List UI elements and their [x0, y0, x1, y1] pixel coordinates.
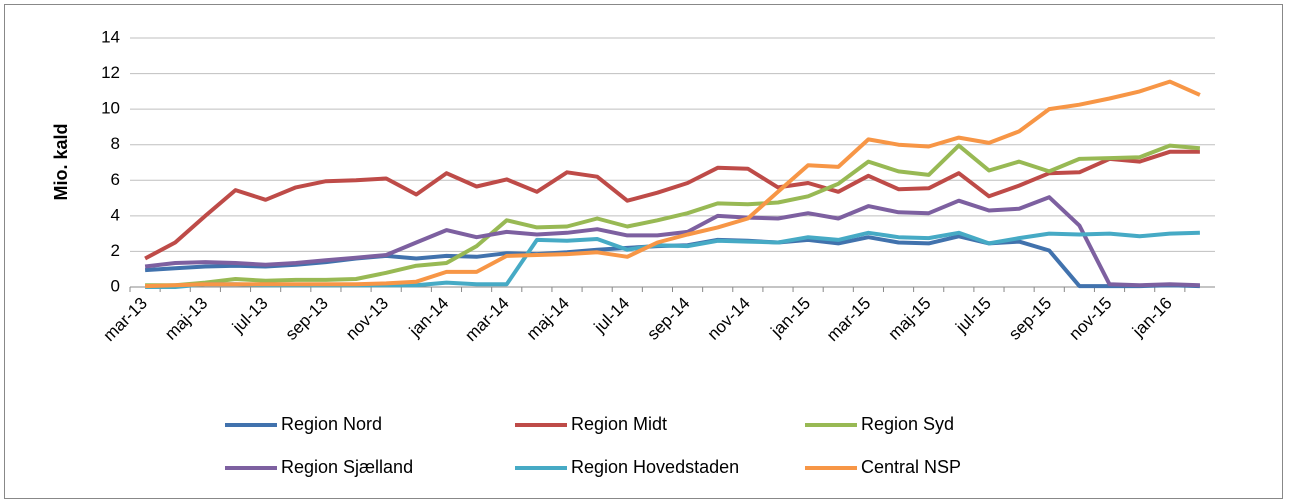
series-line	[144, 149, 1200, 261]
y-tick-label: 0	[111, 276, 120, 295]
y-tick-label: 12	[101, 63, 120, 82]
y-tick-label: 14	[101, 27, 120, 46]
y-tick-label: 2	[111, 241, 120, 260]
legend-label: Region Sjælland	[281, 457, 413, 477]
legend-label: Region Nord	[281, 414, 382, 434]
y-tick-label: 6	[111, 170, 120, 189]
series-line	[145, 79, 1201, 289]
y-tick-label: 4	[111, 205, 120, 224]
legend-label: Region Hovedstaden	[571, 457, 739, 477]
legend-label: Central NSP	[861, 457, 961, 477]
y-tick-label: 8	[111, 134, 120, 153]
y-tick-label: 10	[101, 99, 120, 118]
legend-label: Region Syd	[861, 414, 954, 434]
series-line	[145, 143, 1201, 288]
legend-label: Region Midt	[571, 414, 667, 434]
y-axis-title: Mio. kald	[51, 123, 71, 200]
series-line	[144, 195, 1200, 288]
